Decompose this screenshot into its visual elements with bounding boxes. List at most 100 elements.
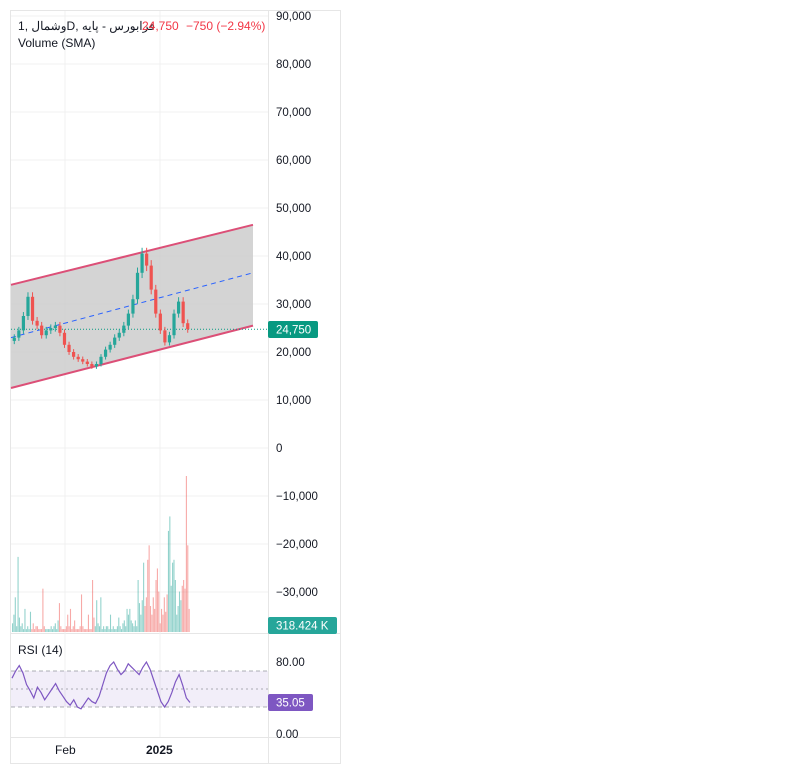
legend-count: 1: [18, 19, 25, 33]
candle-body: [122, 325, 126, 333]
legend-change: −750 (−2.94%): [186, 19, 265, 33]
volume-bar: [24, 608, 26, 632]
volume-bar: [38, 629, 40, 632]
volume-bar: [47, 629, 49, 632]
volume-bar: [75, 629, 77, 632]
candle-body: [163, 330, 167, 343]
regression-channel: [10, 223, 268, 389]
volume-bar: [94, 626, 96, 632]
candle-body: [176, 301, 181, 314]
volume-bar: [144, 606, 146, 632]
candle-body: [44, 330, 48, 336]
volume-bar: [101, 629, 103, 632]
last-price-badge-text: 24,750: [276, 325, 311, 337]
price-tick-label: 20,000: [276, 347, 311, 359]
candle-body: [17, 330, 21, 338]
volume-bar: [114, 629, 116, 632]
candle-body: [12, 337, 16, 341]
volume-bar: [138, 603, 141, 632]
volume-bar: [64, 629, 66, 632]
legend-last-price: 24,750: [142, 19, 179, 33]
volume-bar: [155, 580, 157, 632]
rsi-legend[interactable]: RSI (14): [18, 643, 63, 657]
volume-bar: [137, 580, 139, 632]
volume-bar: [148, 545, 150, 632]
volume-bar: [116, 626, 118, 632]
volume-bar: [177, 606, 179, 632]
candle-body: [135, 272, 140, 300]
volume-bar: [14, 597, 16, 632]
candle-body: [85, 361, 89, 364]
volume-bar: [188, 608, 190, 632]
volume-bar: [57, 620, 59, 632]
volume-bar: [145, 597, 147, 632]
candle-body: [186, 323, 190, 330]
volume-bar: [86, 629, 88, 632]
volume-bar: [85, 629, 87, 632]
volume-bar: [56, 629, 58, 632]
volume-bar: [172, 562, 174, 632]
rsi-badge-text: 35.05: [276, 698, 305, 710]
price-tick-label: 30,000: [276, 299, 311, 311]
volume-bar: [61, 629, 63, 632]
volume-bar: [97, 623, 99, 632]
volume-bar: [31, 629, 33, 632]
candle-body: [145, 253, 149, 266]
volume-bar: [132, 623, 134, 632]
candle-body: [181, 301, 185, 324]
candle-body: [90, 364, 94, 367]
volume-bar: [98, 626, 101, 632]
candle-body: [72, 352, 76, 357]
volume-bar: [46, 629, 48, 632]
volume-bar: [173, 559, 175, 632]
volume-bar: [45, 629, 47, 632]
volume-bar: [21, 623, 23, 632]
volume-bar: [174, 580, 176, 632]
candle-body: [113, 337, 117, 345]
volume-bar: [112, 626, 114, 632]
volume-bar: [181, 585, 183, 632]
volume-bar: [25, 629, 27, 632]
chart-frame: [10, 10, 341, 764]
volume-bar: [152, 597, 154, 632]
price-tick-label: 50,000: [276, 203, 311, 215]
volume-bar: [103, 626, 105, 632]
volume-bar: [127, 614, 129, 632]
volume-bar: [166, 594, 168, 632]
price-tick-label: 80,000: [276, 59, 311, 71]
rsi-band: [11, 671, 268, 707]
volume-bar: [178, 591, 181, 632]
volume-bar: [118, 617, 120, 632]
candle-body: [167, 335, 172, 343]
volume-bar: [123, 620, 125, 632]
candle-body: [67, 344, 71, 352]
volume-bar: [125, 626, 127, 632]
volume-bar: [163, 597, 165, 632]
last-price-badge: 24,750: [268, 321, 318, 338]
candle-body: [49, 328, 53, 331]
volume-bar: [18, 617, 20, 632]
price-tick-label: 0: [276, 443, 282, 455]
volume-bar: [80, 594, 83, 632]
volume-bar: [149, 606, 152, 632]
legend-market: فرابورس - پایه: [82, 19, 155, 33]
candle-body: [21, 316, 26, 331]
channel-midline: [10, 272, 254, 339]
candle-body: [62, 332, 67, 345]
volume-bar: [87, 614, 89, 632]
volume-bar: [78, 629, 80, 632]
volume-bar: [105, 626, 107, 632]
volume-bar: [71, 629, 73, 632]
price-tick-label: 90,000: [276, 11, 311, 23]
symbol-legend[interactable]: 1, وشمالD, فرابورس - پایه 24,750 −750 (−…: [18, 19, 265, 33]
time-axis: Feb 2025: [55, 743, 173, 757]
volume-bar: [162, 614, 164, 632]
volume-bar: [185, 476, 187, 632]
volume-legend[interactable]: Volume (SMA): [18, 36, 95, 50]
volume-bar: [34, 629, 36, 632]
volume-bar: [136, 626, 138, 632]
price-tick-label: 60,000: [276, 155, 311, 167]
volume-bar: [121, 629, 123, 632]
volume-bar: [176, 614, 178, 632]
